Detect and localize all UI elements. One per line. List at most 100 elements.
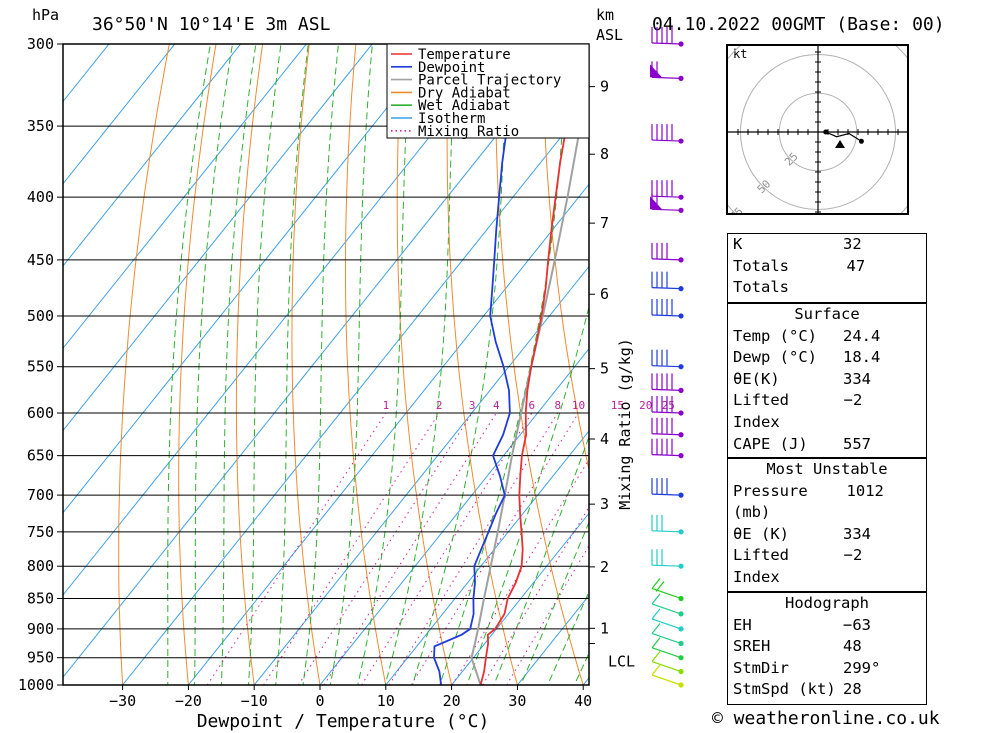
plot-frame xyxy=(62,43,590,686)
row-label: θE (K) xyxy=(733,524,789,543)
wind-barb xyxy=(651,417,684,438)
hodograph-panel: kt 255075 xyxy=(701,15,935,249)
table-row: Totals Totals 47 xyxy=(728,256,926,299)
isotherm-line xyxy=(63,44,242,267)
wind-barb xyxy=(651,271,684,292)
temperature-axis: −30 −20 −10 0 10 20 30 40 xyxy=(109,685,592,710)
mixing-ratio-label: 25 xyxy=(662,399,675,412)
row-value: −2 xyxy=(843,546,863,565)
isotherm-line xyxy=(385,430,589,685)
temperature-tick-label: 10 xyxy=(377,692,395,710)
wind-barb xyxy=(651,623,684,647)
dry-adiabat-line xyxy=(942,0,1000,711)
row-label: Totals Totals xyxy=(733,256,789,297)
pressure-tick-label: 750 xyxy=(27,523,54,541)
table-row: K 32 xyxy=(728,234,926,256)
wind-barb xyxy=(651,651,684,675)
isotherm-line xyxy=(63,44,110,103)
row-value: 28 xyxy=(843,680,862,699)
row-label: EH xyxy=(733,615,752,634)
legend-entry: Mixing Ratio xyxy=(418,124,519,140)
row-value: 334 xyxy=(843,369,871,388)
table-row: StmDir 299° xyxy=(728,658,926,680)
mixing-ratio-label: 15 xyxy=(611,399,624,412)
temperature-tick-label: 30 xyxy=(508,692,526,710)
mixing-ratio-label: 1 xyxy=(383,399,390,412)
isotherm-line xyxy=(319,347,589,685)
wet-adiabat-line xyxy=(384,44,457,685)
height-tick-label: 6 xyxy=(600,285,609,303)
datetime-title: 04.10.2022 00GMT (Base: 00) xyxy=(652,14,945,35)
hodograph-stats-table: Hodograph EH −63 SREH 48 StmDir 299° StmSpd (kt… xyxy=(727,592,927,705)
table-row: Pressure (mb) 1012 xyxy=(728,481,926,524)
mixing-ratio-label: 4 xyxy=(493,399,500,412)
x-axis-label: Dewpoint / Temperature (°C) xyxy=(197,711,490,732)
row-value: 557 xyxy=(843,434,871,453)
row-label: StmDir xyxy=(733,658,789,677)
height-axis: 9 8 7 6 5 4 3 2 1 LCL xyxy=(589,78,635,670)
wet-adiabat-line xyxy=(220,44,257,685)
pressure-tick-label: 400 xyxy=(27,188,54,206)
hodograph: kt 255075 xyxy=(701,15,935,249)
height-unit-label: km xyxy=(596,6,614,24)
temperature-tick-label: 0 xyxy=(315,692,324,710)
row-value: −63 xyxy=(843,615,871,634)
pressure-tick-label: 300 xyxy=(27,35,54,53)
mixing-ratio-label: 6 xyxy=(528,399,535,412)
table-row: StmSpd (kt) 28 xyxy=(728,679,926,701)
pressure-tick-label: 600 xyxy=(27,404,54,422)
height-tick-label: 8 xyxy=(600,145,609,163)
temperature-curve xyxy=(479,44,582,685)
table-header: Most Unstable xyxy=(766,460,888,478)
wind-barb xyxy=(650,193,684,213)
wet-adiabat-line xyxy=(547,590,589,685)
table-row: Dewp (°C) 18.4 xyxy=(728,347,926,369)
pressure-tick-label: 450 xyxy=(27,251,54,269)
temperature-tick-label: −20 xyxy=(175,692,202,710)
table-row: Lifted Index −2 xyxy=(728,545,926,588)
pressure-tick-label: 700 xyxy=(27,486,54,504)
mixing-ratio-label: 10 xyxy=(572,399,585,412)
wind-barb xyxy=(651,396,684,416)
legend-entry: Dewpoint xyxy=(418,60,485,76)
mixing-ratio-label: 2 xyxy=(436,399,443,412)
pressure-tick-label: 550 xyxy=(27,358,54,376)
row-label: StmSpd (kt) xyxy=(733,680,836,699)
mixing-ratio-line xyxy=(506,544,589,685)
wind-barb xyxy=(650,61,684,81)
sounding-curves xyxy=(433,44,589,685)
wet-adiabat-line xyxy=(302,44,340,685)
wind-barb xyxy=(651,549,684,569)
dry-adiabat-line xyxy=(588,44,589,57)
hodograph-unit-label: kt xyxy=(733,47,747,61)
temperature-tick-label: 20 xyxy=(443,692,461,710)
hodograph-trace xyxy=(825,131,862,142)
wind-barb xyxy=(651,438,684,459)
table-row: θE (K) 334 xyxy=(728,524,926,546)
temperature-tick-label: 40 xyxy=(574,692,592,710)
wet-adiabat-line xyxy=(520,520,589,685)
isotherm-line xyxy=(63,44,176,185)
mixing-ratio-line xyxy=(388,412,559,685)
table-row: θE(K) 334 xyxy=(728,369,926,391)
row-value: 18.4 xyxy=(843,348,881,367)
table-row: EH −63 xyxy=(728,615,926,637)
wet-adiabat-line xyxy=(275,44,309,685)
pressure-tick-label: 1000 xyxy=(18,676,54,694)
mixing-ratio-label: 3 xyxy=(469,399,476,412)
mixing-ratio-line xyxy=(451,458,589,685)
row-label: Dewp (°C) xyxy=(733,348,817,367)
row-label: Pressure (mb) xyxy=(733,481,808,522)
most-unstable-table: Most Unstable Pressure (mb) 1012 θE (K) 334 L… xyxy=(727,458,927,629)
mixing-ratio-line xyxy=(323,412,497,685)
row-value: 48 xyxy=(843,637,862,656)
table-header: Hodograph xyxy=(785,594,869,612)
mixing-ratio-line xyxy=(263,412,440,685)
wind-barb xyxy=(651,124,684,144)
legend-entry: Dry Adiabat xyxy=(418,85,511,101)
pressure-axis: 300 350 400 450 500 550 600 650 700 750 800 850 900 9… xyxy=(18,35,63,694)
table-header: Surface xyxy=(794,305,860,323)
